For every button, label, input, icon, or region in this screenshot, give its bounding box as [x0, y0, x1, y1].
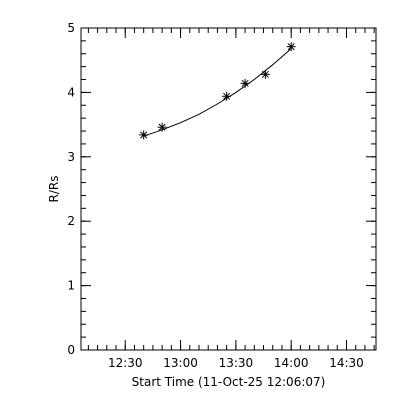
data-point-asterisk	[139, 130, 149, 140]
asterisk-stroke	[158, 123, 166, 131]
y-tick-label: 4	[67, 85, 75, 99]
data-point-asterisk	[286, 42, 296, 52]
asterisk-stroke	[287, 43, 295, 51]
x-tick-label: 14:00	[274, 356, 309, 370]
asterisk-stroke	[241, 79, 249, 87]
data-point-asterisk	[222, 91, 232, 101]
axes: 12:30 13:00 13:30 14:00 14:30 0 1 2 3 4 5	[67, 21, 377, 370]
x-axis-label: Start Time (11-Oct-25 12:06:07)	[132, 375, 326, 389]
fit-curve-layer	[143, 48, 292, 137]
y-tick-label: 5	[67, 21, 75, 35]
x-tick-label: 13:30	[219, 356, 254, 370]
x-tick-label: 14:30	[329, 356, 364, 370]
y-tick-label: 3	[67, 150, 75, 164]
data-point-asterisk	[157, 122, 167, 132]
y-tick-label: 1	[67, 279, 75, 293]
fit-curve-line	[143, 48, 292, 137]
asterisk-stroke	[261, 70, 269, 78]
y-tick-label: 0	[67, 343, 75, 357]
y-axis-label: R/Rs	[47, 176, 61, 203]
data-point-asterisk	[240, 78, 250, 88]
x-tick-label: 12:30	[108, 356, 143, 370]
x-tick-label: 13:00	[163, 356, 198, 370]
asterisk-stroke	[223, 92, 231, 100]
plot-frame	[80, 27, 377, 351]
asterisk-stroke	[140, 131, 148, 139]
y-tick-label: 2	[67, 214, 75, 228]
data-point-asterisk	[260, 69, 270, 79]
data-points-layer	[139, 42, 296, 140]
